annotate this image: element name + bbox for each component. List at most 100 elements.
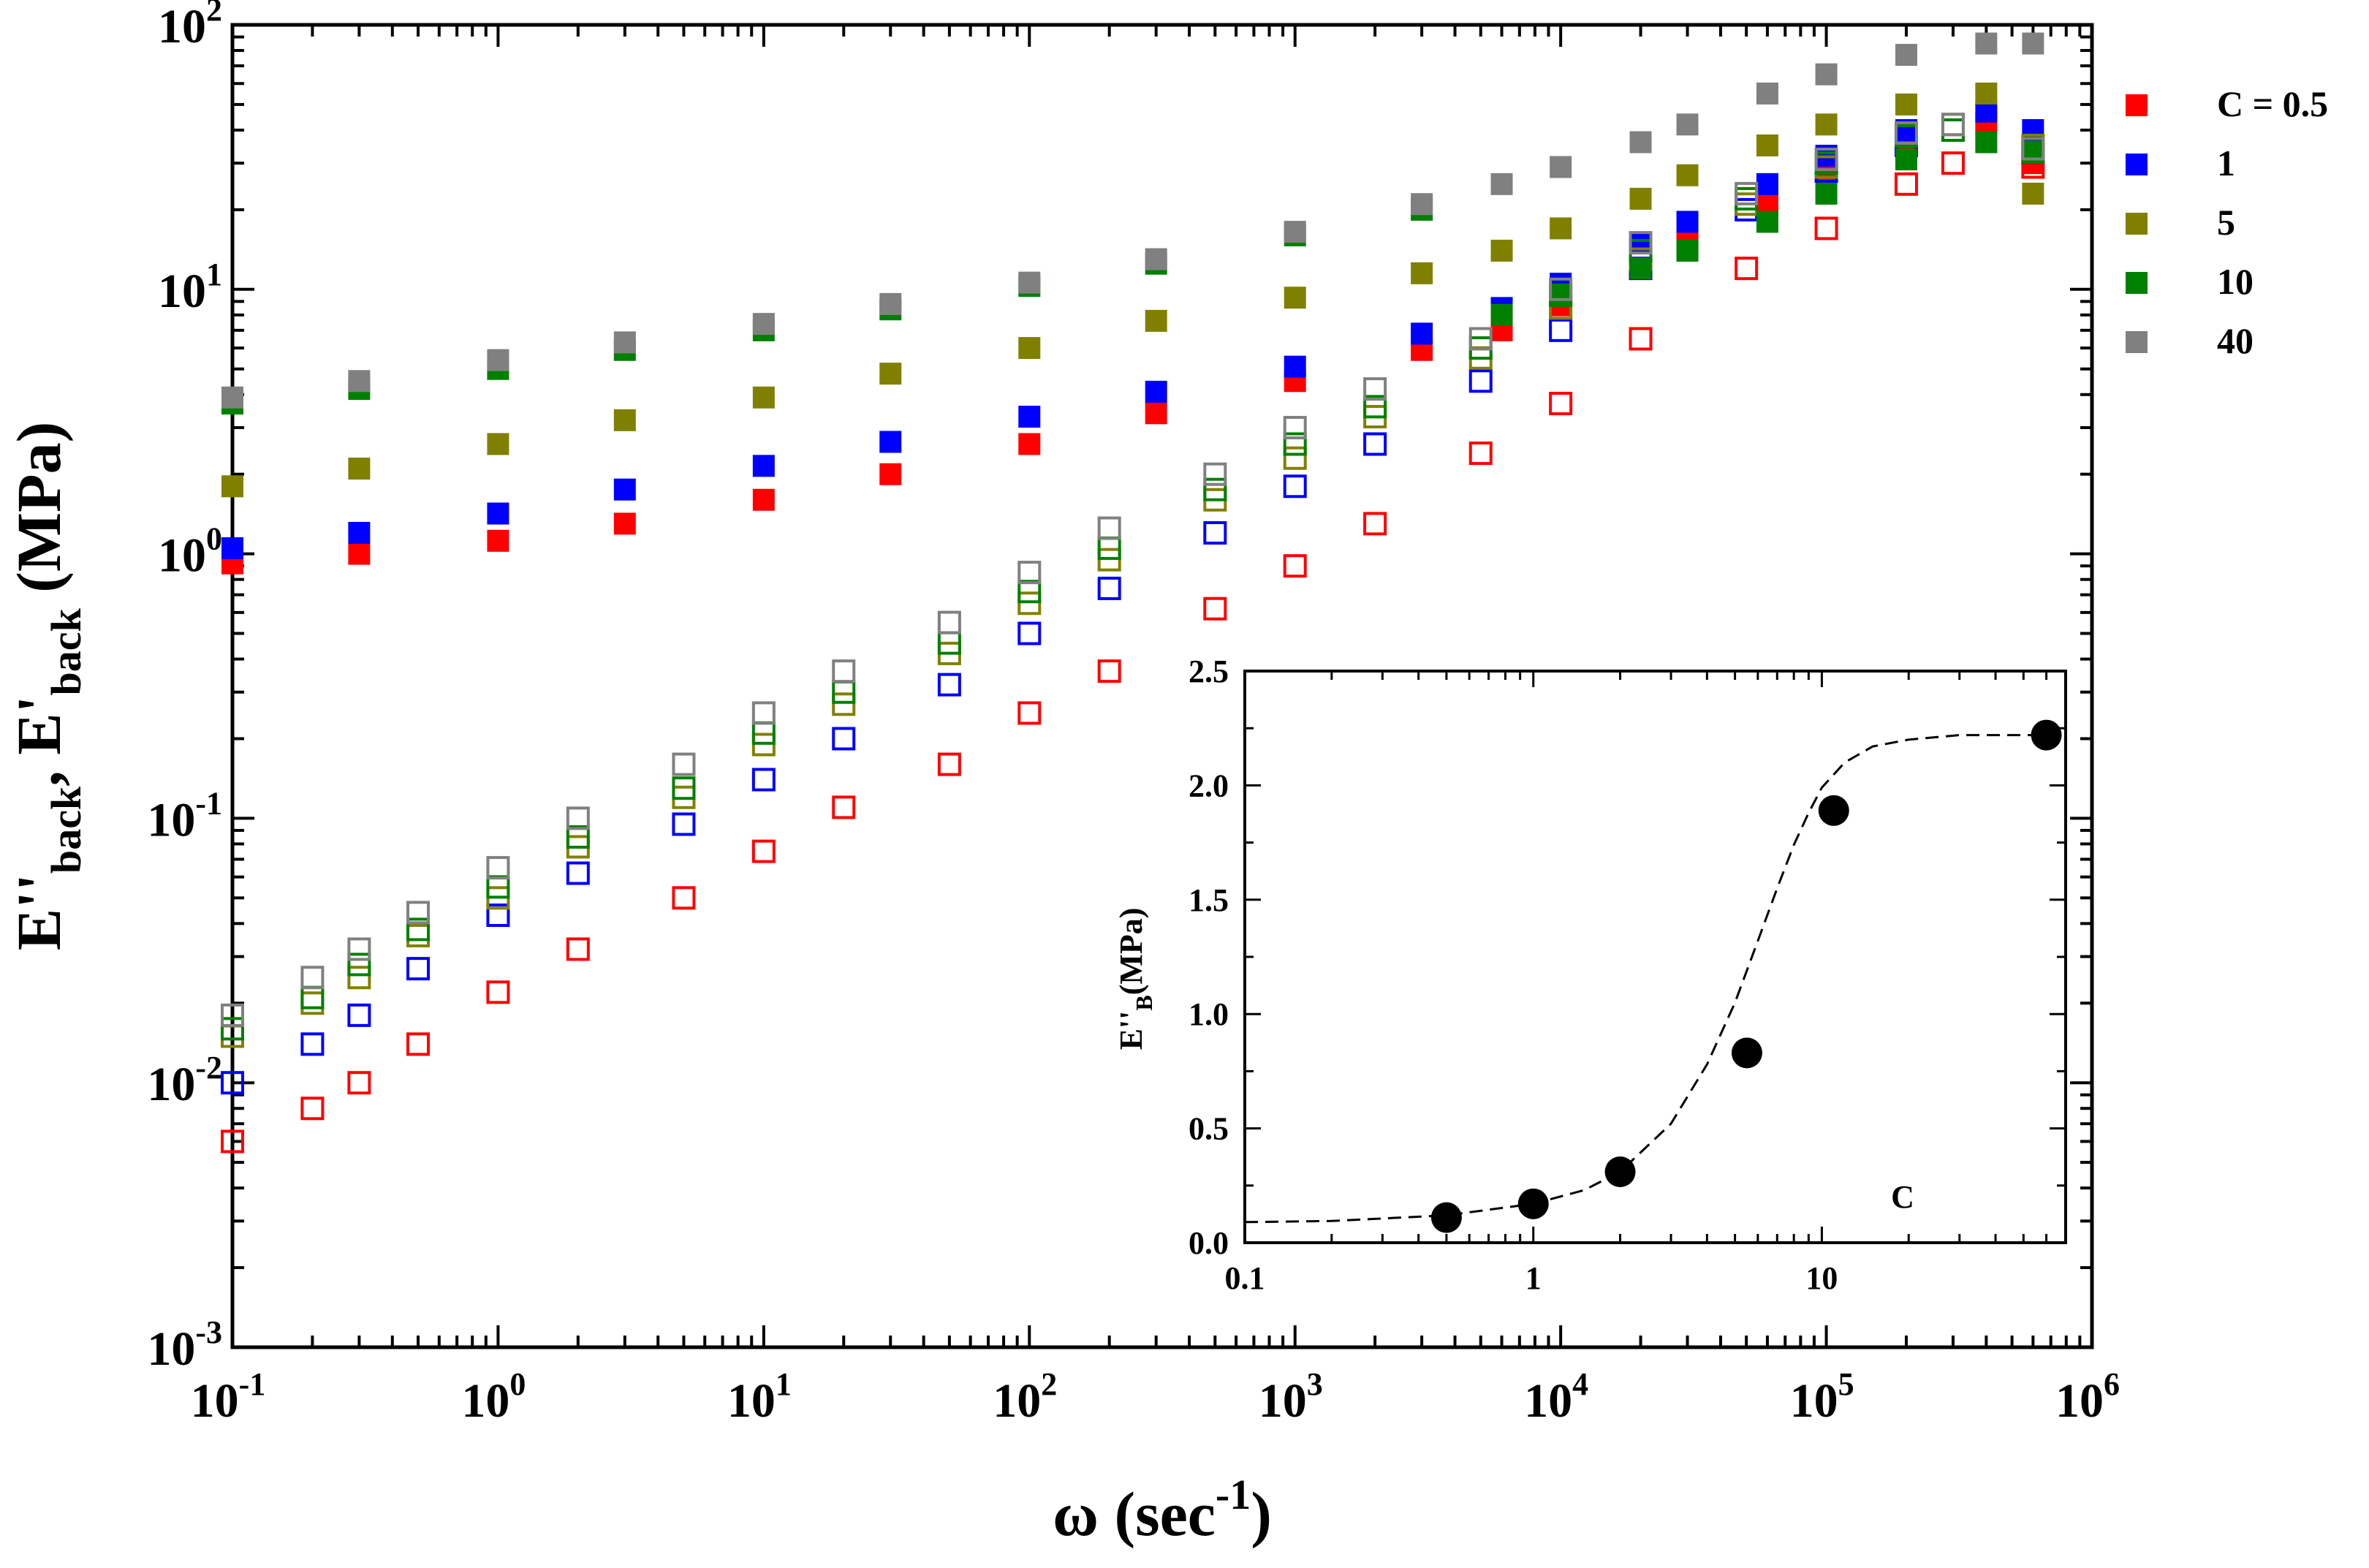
x-tick-label: 100 <box>461 1366 526 1428</box>
loss-point <box>1363 395 1387 419</box>
loss-point <box>566 806 590 830</box>
loss-point <box>1629 327 1653 351</box>
legend-label: 40 <box>2217 320 2254 361</box>
storage-point <box>348 521 371 544</box>
loss-point <box>1363 512 1387 536</box>
loss-point <box>2021 137 2045 161</box>
loss-point <box>1814 148 1838 172</box>
storage-point <box>1145 380 1167 403</box>
storage-point <box>1145 309 1167 332</box>
loss-point <box>1017 561 1042 585</box>
loss-point <box>300 1097 325 1121</box>
x-tick-label: 101 <box>727 1366 792 1428</box>
storage-point <box>1975 32 1998 55</box>
loss-point <box>1468 369 1493 393</box>
storage-point <box>348 370 371 393</box>
loss-point <box>832 659 856 683</box>
storage-point <box>752 313 775 336</box>
storage-point <box>1975 82 1998 105</box>
inset-x-tick-label: 10 <box>1805 1260 1838 1296</box>
loss-point <box>566 937 590 961</box>
legend-label: 10 <box>2217 261 2254 302</box>
loss-point <box>221 1003 244 1027</box>
inset-data-point <box>1731 1037 1762 1069</box>
storage-point <box>1756 82 1778 105</box>
loss-point <box>832 680 856 704</box>
inset-x-tick-label: 1 <box>1525 1260 1542 1296</box>
storage-point <box>2022 118 2044 141</box>
loss-point <box>1629 231 1653 255</box>
storage-point <box>1756 211 1778 233</box>
storage-point <box>752 488 775 511</box>
loss-point <box>937 673 961 697</box>
storage-point <box>1411 262 1433 284</box>
legend-entry: 10 <box>2126 261 2254 302</box>
loss-point <box>1283 432 1307 456</box>
loss-point <box>221 1071 244 1095</box>
storage-point <box>1676 211 1699 233</box>
storage-point <box>879 363 902 385</box>
loss-point <box>751 839 776 863</box>
loss-point <box>937 752 961 776</box>
storage-point <box>1629 257 1652 280</box>
storage-point <box>1284 221 1306 243</box>
storage-point <box>1490 173 1513 195</box>
loss-point <box>406 901 431 925</box>
loss-point <box>1941 118 1965 142</box>
loss-point <box>221 1129 244 1154</box>
storage-point <box>1490 239 1513 262</box>
inset-x-tick-label: 0.1 <box>1225 1260 1265 1296</box>
storage-point <box>2022 32 2044 55</box>
storage-point <box>879 292 902 315</box>
inset-data-point <box>1430 1202 1462 1233</box>
inset-data-point <box>1818 795 1849 826</box>
loss-point <box>347 1003 371 1027</box>
storage-point <box>879 463 902 485</box>
loss-point <box>566 825 590 849</box>
inset-y-axis-title: E''B(MPa) <box>1113 908 1157 1050</box>
main-plot-series <box>221 32 2045 1154</box>
loss-point <box>1549 392 1573 416</box>
inset-plot-background <box>1245 671 2066 1243</box>
loss-point <box>406 957 431 981</box>
loss-point <box>406 917 431 942</box>
storage-point <box>1815 113 1838 136</box>
loss-point <box>1894 172 1918 196</box>
legend-marker <box>2126 94 2148 116</box>
storage-point <box>1490 303 1513 326</box>
inset-data-point <box>1604 1156 1636 1188</box>
loss-point <box>347 952 371 977</box>
storage-point <box>1411 193 1433 216</box>
storage-point <box>1411 322 1433 345</box>
storage-point <box>1018 337 1041 360</box>
storage-point <box>613 409 636 431</box>
storage-point <box>1284 287 1306 309</box>
storage-point <box>221 475 243 498</box>
storage-point <box>487 502 509 525</box>
y-tick-label: 10-1 <box>147 785 222 847</box>
loss-point <box>672 886 696 910</box>
storage-point <box>1895 148 1917 171</box>
storage-point <box>1756 134 1778 156</box>
inset-data-point <box>2031 719 2062 751</box>
storage-point <box>1145 248 1167 270</box>
loss-point <box>486 904 510 928</box>
loss-point <box>751 701 776 725</box>
loss-point <box>566 861 590 885</box>
y-tick-label: 100 <box>158 521 222 583</box>
storage-point <box>1629 131 1652 154</box>
loss-point <box>1283 415 1307 439</box>
storage-point <box>348 542 371 565</box>
loss-point <box>1941 151 1965 175</box>
storage-point <box>1018 271 1041 294</box>
loss-point <box>1549 277 1573 301</box>
loss-point <box>1203 520 1227 545</box>
x-tick-label: 102 <box>993 1366 1057 1428</box>
x-tick-label: 104 <box>1524 1366 1588 1428</box>
main-plot-ticks <box>231 23 2093 1349</box>
inset-y-tick-label: 2.0 <box>1189 768 1229 803</box>
storage-point <box>1895 93 1917 115</box>
storage-point <box>879 431 902 453</box>
storage-point <box>613 331 636 354</box>
